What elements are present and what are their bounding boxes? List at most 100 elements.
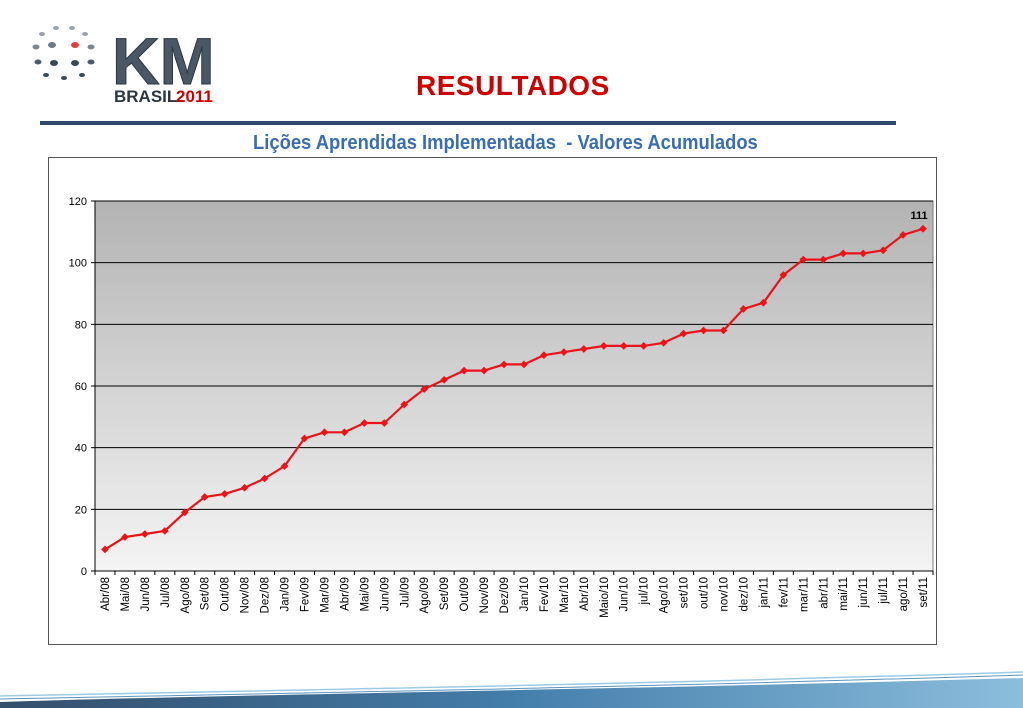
data-point — [240, 483, 249, 492]
x-tick-label: Maio/10 — [599, 577, 611, 618]
data-point — [480, 366, 489, 375]
x-tick-label: Mar/09 — [319, 577, 331, 613]
data-point — [280, 462, 289, 471]
x-tick-label: Nov/09 — [479, 577, 491, 613]
x-tick-label: nov/10 — [719, 577, 731, 612]
data-point — [220, 489, 229, 498]
y-tick-label: 120 — [69, 196, 87, 208]
x-tick-label: Out/08 — [220, 577, 232, 612]
data-point — [719, 326, 728, 335]
data-point — [380, 419, 389, 427]
x-tick-label: Set/08 — [200, 577, 212, 610]
data-point — [300, 434, 309, 443]
data-point — [699, 326, 708, 335]
x-tick-label: Jun/10 — [619, 577, 631, 612]
y-tick-label: 20 — [75, 504, 87, 516]
data-point — [340, 428, 349, 437]
data-point — [919, 224, 927, 233]
chart-frame: 0 20 40 60 80 100 120 Abr/08 Mai/08 Jun/08 Jul/08 A… — [48, 157, 937, 645]
x-tick-label: mai/11 — [838, 577, 850, 611]
y-tick-label: 80 — [75, 319, 87, 331]
data-point — [659, 338, 668, 347]
x-tick-label: Jan/10 — [519, 577, 531, 612]
y-tick-label: 100 — [69, 258, 87, 270]
data-point — [440, 375, 449, 384]
x-tick-label: mar/11 — [798, 577, 810, 612]
x-tick-label: dez/10 — [738, 577, 750, 612]
data-point — [679, 329, 688, 338]
logo-dots-icon — [32, 26, 95, 80]
data-point — [360, 419, 369, 427]
data-point — [819, 255, 828, 264]
x-tick-label: out/10 — [699, 577, 711, 609]
x-tick-label: Jul/08 — [160, 577, 172, 608]
logo-brasil-text: BRASIL — [114, 87, 177, 106]
x-tick-label: Jun/09 — [379, 577, 391, 612]
x-tick-label: Fev/10 — [539, 577, 551, 612]
x-tick-label: Out/09 — [459, 577, 471, 612]
x-tick-label: Mar/10 — [559, 577, 571, 613]
x-tick-label: Abr/10 — [579, 577, 591, 611]
x-tick-label: Jun/08 — [140, 577, 152, 612]
x-tick-label: Abr/09 — [339, 577, 351, 611]
y-tick-label: 0 — [81, 566, 87, 578]
data-point — [859, 249, 868, 258]
data-point — [619, 341, 628, 350]
data-point — [160, 526, 169, 535]
km-brasil-2011-logo: KM BRASIL 2011 — [32, 24, 215, 106]
data-point — [200, 493, 209, 501]
footer-wave-decoration — [0, 671, 1023, 708]
data-point — [599, 341, 608, 350]
data-point — [559, 348, 568, 357]
chart-title: Lições Aprendidas Implementadas - Valore… — [253, 132, 758, 154]
data-point — [500, 360, 508, 369]
x-tick-label: Fev/09 — [300, 577, 312, 612]
data-point — [180, 508, 189, 517]
x-tick-label: fev/11 — [778, 577, 790, 607]
page-title: RESULTADOS — [416, 70, 610, 101]
data-label: 111 — [910, 210, 927, 222]
x-tick-label: set/11 — [918, 577, 930, 607]
data-point — [140, 530, 149, 538]
data-point — [420, 385, 429, 394]
x-tick-label: Abr/08 — [100, 577, 112, 611]
x-tick-label: Jan/09 — [280, 577, 292, 612]
data-point — [539, 351, 548, 360]
line-chart: 0 20 40 60 80 100 120 Abr/08 Mai/08 Jun/08 Jul/08 A… — [69, 196, 934, 618]
x-tick-label: jun/11 — [858, 577, 870, 608]
data-point — [260, 474, 269, 483]
data-point — [639, 341, 648, 350]
data-point — [320, 428, 329, 437]
x-tick-label: abr/11 — [818, 577, 830, 609]
x-tick-label: Jul/09 — [399, 577, 411, 608]
x-tick-label: jul/10 — [639, 577, 651, 606]
data-point — [520, 360, 528, 369]
data-point — [400, 400, 409, 409]
data-point — [759, 298, 768, 307]
data-point — [779, 271, 788, 279]
data-point — [879, 246, 888, 255]
x-tick-label: set/10 — [679, 577, 691, 608]
x-tick-label: Ago/09 — [419, 577, 431, 613]
x-tick-label: jul/11 — [878, 577, 890, 605]
x-tick-label: Mai/08 — [120, 577, 132, 612]
x-tick-label: Nov/08 — [240, 577, 252, 613]
y-tick-label: 40 — [75, 443, 87, 455]
x-tick-label: Dez/09 — [499, 577, 511, 613]
series-line — [104, 227, 924, 551]
x-tick-label: Mai/09 — [359, 577, 371, 612]
logo-year-text: 2011 — [176, 87, 213, 106]
y-tick-label: 60 — [75, 381, 87, 393]
data-point — [101, 545, 109, 554]
x-tick-label: Ago/08 — [180, 577, 192, 613]
x-tick-label: jan/11 — [758, 577, 770, 608]
data-point — [899, 230, 908, 239]
data-point — [120, 533, 129, 542]
logo-km-text: KM — [112, 24, 215, 98]
x-tick-label: Set/09 — [439, 577, 451, 610]
x-tick-label: Dez/08 — [260, 577, 272, 613]
data-point — [799, 255, 808, 264]
data-point — [460, 366, 469, 375]
data-point — [739, 304, 748, 313]
x-tick-label: Ago/10 — [659, 577, 671, 613]
